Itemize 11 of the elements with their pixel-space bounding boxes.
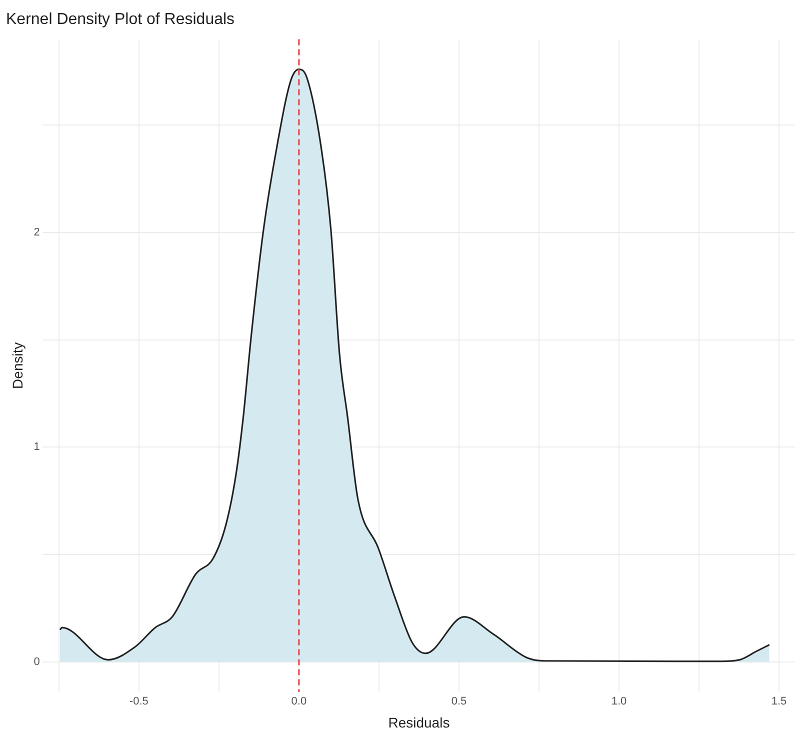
chart-title: Kernel Density Plot of Residuals	[6, 11, 235, 28]
y-axis-title: Density	[9, 342, 26, 389]
y-tick-label: 2	[34, 226, 40, 238]
y-tick-label: 1	[34, 441, 40, 454]
x-tick-label: 1.0	[611, 696, 627, 708]
x-tick-label: 1.5	[771, 696, 787, 708]
x-tick-label: 0.0	[291, 696, 307, 708]
x-tick-label: 0.5	[451, 696, 467, 708]
x-tick-label: -0.5	[129, 696, 148, 708]
x-axis-title: Residuals	[388, 714, 450, 730]
y-tick-label: 0	[34, 656, 40, 668]
